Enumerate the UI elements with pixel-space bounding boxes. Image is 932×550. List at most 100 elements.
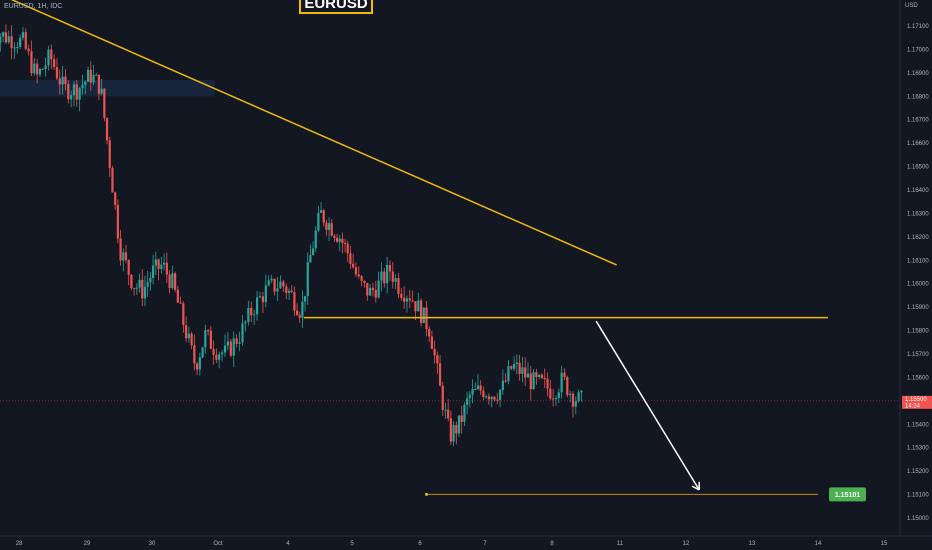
price-tick-label: 1.15100 [907, 493, 929, 499]
candle-body [232, 338, 235, 356]
candle-body [521, 367, 524, 374]
price-tick-label: 1.16900 [907, 71, 929, 77]
candle-body [111, 167, 114, 193]
price-tick-label: 1.15200 [907, 469, 929, 475]
candle-body [33, 63, 36, 74]
candle-body [369, 287, 372, 296]
candle-body [55, 67, 59, 79]
candle-body [75, 84, 78, 100]
price-tick-label: 1.15400 [907, 422, 929, 428]
candle-body [357, 274, 360, 277]
candle-body [574, 401, 577, 407]
candle-body [270, 278, 273, 281]
candle-body [218, 354, 221, 360]
candle-body [507, 366, 510, 382]
candle-body [319, 210, 323, 213]
time-tick-label: 29 [84, 541, 91, 547]
price-tick-label: 1.16700 [907, 118, 929, 124]
candle-body [380, 271, 383, 281]
target-price-label: 1.15101 [835, 492, 860, 499]
candle-body [538, 374, 541, 377]
candle-body [346, 243, 349, 254]
candle-body [185, 325, 188, 339]
price-tick-label: 1.16200 [907, 235, 929, 241]
candle-body [327, 223, 331, 230]
candle-body [303, 296, 307, 302]
candle-body [476, 385, 480, 390]
candle-body [487, 396, 491, 400]
time-tick-label: 12 [683, 541, 690, 547]
candle-body [285, 286, 288, 293]
candle-body [540, 374, 544, 379]
candle-body [165, 262, 168, 275]
candle-body [24, 32, 27, 49]
candle-body [157, 259, 160, 269]
candle-body [515, 362, 518, 364]
candle-body [330, 223, 333, 236]
annotation-lines: 1.15101 [0, 0, 900, 502]
candle-body [238, 342, 241, 344]
candle-body [580, 390, 583, 393]
candle-body [209, 330, 212, 349]
candle-body [306, 262, 309, 297]
candle-body [417, 300, 420, 312]
candle-body [64, 76, 67, 85]
candle-body [504, 380, 507, 382]
candle-body [282, 281, 285, 287]
candle-body [16, 47, 19, 49]
candle-body [229, 341, 232, 356]
candle-body [264, 285, 267, 303]
candle-body [414, 301, 417, 312]
candle-body [141, 279, 144, 299]
candle-body [400, 293, 403, 298]
price-tick-label: 1.15600 [907, 375, 929, 381]
candle-body [220, 352, 224, 355]
candle-body [295, 310, 299, 316]
candle-body [196, 363, 199, 370]
candle-body [510, 366, 513, 369]
price-tick-label: 1.16400 [907, 188, 929, 194]
candle-body [287, 290, 291, 293]
price-tick-label: 1.16100 [907, 258, 929, 264]
candle-body [261, 296, 265, 303]
candle-body [127, 260, 130, 275]
candle-body [444, 409, 447, 411]
candle-body [36, 63, 39, 75]
price-tick-label: 1.16600 [907, 141, 929, 147]
candle-body [0, 36, 2, 43]
candle-body [130, 274, 133, 289]
candle-body [61, 76, 64, 85]
candle-body [466, 398, 469, 405]
candle-body [428, 329, 431, 337]
candle-body [160, 264, 163, 269]
candle-body [352, 263, 355, 268]
price-tick-label: 1.15700 [907, 352, 929, 358]
candle-body [485, 396, 488, 398]
candle-body [152, 265, 155, 278]
price-tick-label: 1.16300 [907, 211, 929, 217]
projection-arrow-shaft [595, 320, 700, 491]
candle-body [258, 296, 262, 298]
time-tick-label: 5 [350, 541, 354, 547]
candle-body [86, 69, 90, 82]
candle-body [143, 286, 147, 299]
candle-body [30, 51, 33, 74]
candle-body [394, 278, 397, 282]
candle-body [226, 341, 230, 346]
current-price-label: 1.15500 [905, 397, 927, 403]
symbol-label: EURUSD, 1H, IDC [4, 3, 63, 10]
candle-body [557, 392, 560, 399]
candle-body [343, 242, 347, 244]
projection-arrow-head [691, 485, 700, 491]
candle-body [325, 222, 328, 230]
time-tick-label: Oct [213, 541, 223, 547]
candle-body [322, 210, 325, 223]
candle-body [360, 276, 363, 281]
candle-body [255, 297, 259, 315]
candle-body [457, 415, 461, 434]
candle-body [223, 345, 227, 353]
candle-body [436, 355, 439, 364]
candle-body [116, 204, 119, 239]
candle-body [190, 333, 193, 346]
